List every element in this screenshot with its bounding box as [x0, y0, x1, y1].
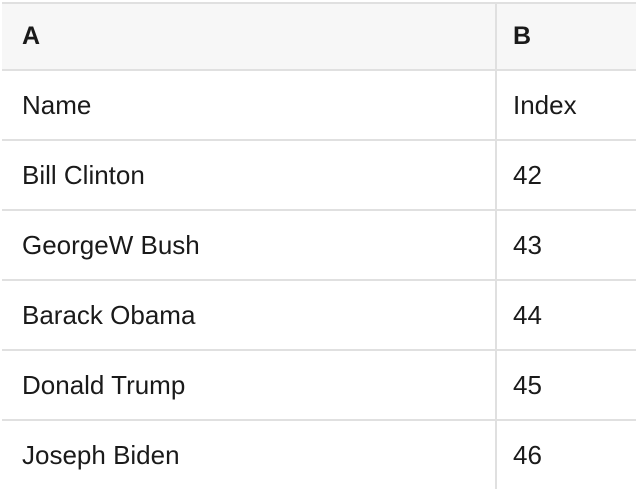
- table-cell-index[interactable]: 42: [513, 159, 542, 190]
- table-cell-name[interactable]: Bill Clinton: [2, 141, 497, 209]
- table-cell-name[interactable]: GeorgeW Bush: [2, 211, 497, 279]
- table-cell-index[interactable]: 45: [513, 369, 542, 400]
- table-cell-name-header[interactable]: Name: [2, 71, 497, 139]
- table-row: Joseph Biden 46: [2, 421, 636, 489]
- table-row: Name Index: [2, 71, 636, 141]
- table-row: GeorgeW Bush 43: [2, 211, 636, 281]
- table-row: Barack Obama 44: [2, 281, 636, 351]
- header-row: A B: [2, 4, 636, 71]
- table-row: Bill Clinton 42: [2, 141, 636, 211]
- column-header-a[interactable]: A: [2, 4, 497, 69]
- table-cell-index[interactable]: 43: [513, 229, 542, 260]
- table-cell-index-header[interactable]: Index: [513, 89, 577, 120]
- table-cell-name[interactable]: Barack Obama: [2, 281, 497, 349]
- table-cell-name[interactable]: Donald Trump: [2, 351, 497, 419]
- table-cell-name[interactable]: Joseph Biden: [2, 421, 497, 489]
- table-row: Donald Trump 45: [2, 351, 636, 421]
- column-header-b[interactable]: B: [513, 22, 532, 50]
- table-cell-index[interactable]: 44: [513, 299, 542, 330]
- table-cell-index[interactable]: 46: [513, 439, 542, 470]
